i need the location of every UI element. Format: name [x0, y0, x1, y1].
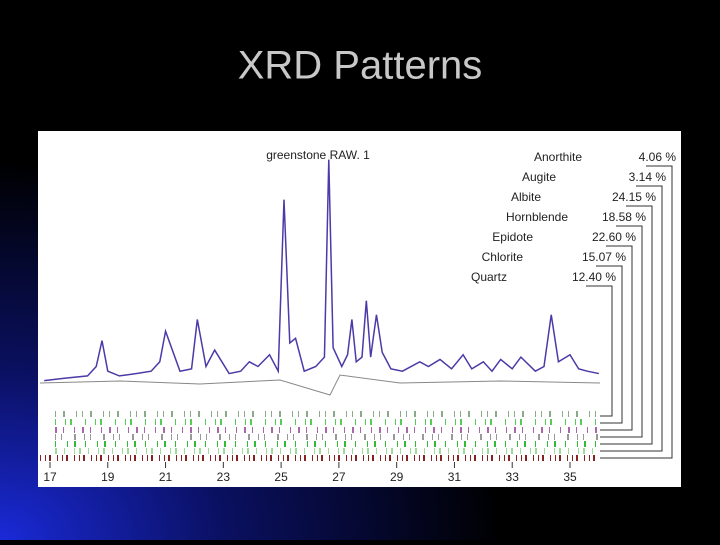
phase-name: Augite [522, 170, 556, 184]
phase-bracket [600, 185, 663, 452]
x-tick-label: 29 [390, 470, 404, 484]
x-tick-label: 33 [506, 470, 520, 484]
phase-bracket [586, 285, 613, 417]
pattern-line [44, 159, 600, 382]
phase-name: Quartz [471, 270, 507, 284]
phase-bracket [600, 165, 673, 459]
slide-title: XRD Patterns [238, 44, 483, 88]
phase-percent: 3.14 % [629, 170, 667, 184]
chart-panel [38, 131, 681, 487]
phase-percent: 22.60 % [592, 230, 636, 244]
x-tick-label: 21 [159, 470, 173, 484]
phase-bracket [600, 245, 633, 431]
x-tick-label: 31 [448, 470, 462, 484]
pattern-label: greenstone RAW. 1 [266, 148, 370, 162]
x-tick-label: 17 [43, 470, 57, 484]
phase-percent: 15.07 % [582, 250, 626, 264]
phase-bracket [600, 225, 643, 438]
phase-name: Anorthite [534, 150, 582, 164]
x-tick-label: 27 [332, 470, 346, 484]
phase-percent: 18.58 % [602, 210, 646, 224]
reference-ticks [39, 374, 601, 461]
x-tick-label: 23 [217, 470, 231, 484]
phase-percent: 24.15 % [612, 190, 656, 204]
x-tick-label: 35 [563, 470, 577, 484]
phase-bracket [596, 265, 623, 424]
x-tick-label: 25 [274, 470, 288, 484]
phase-name: Hornblende [506, 210, 568, 224]
phase-name: Chlorite [482, 250, 524, 264]
phase-name: Albite [511, 190, 541, 204]
difference-curve [39, 374, 601, 396]
x-tick-label: 19 [101, 470, 115, 484]
phase-percent: 4.06 % [639, 150, 677, 164]
phase-bracket [600, 205, 653, 445]
phase-name: Epidote [492, 230, 533, 244]
phase-percent: 12.40 % [572, 270, 616, 284]
